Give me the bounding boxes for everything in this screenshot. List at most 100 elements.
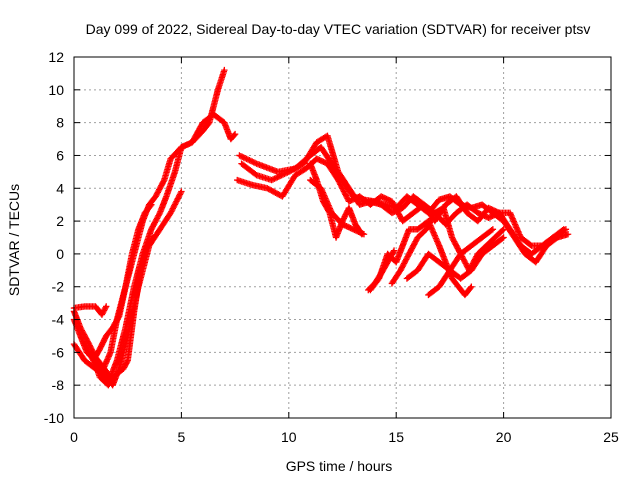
data-point	[500, 234, 507, 241]
axis-ticks	[73, 56, 612, 419]
series-arc-6	[81, 201, 155, 364]
data-point	[176, 191, 184, 198]
x-tick-label: 5	[178, 429, 186, 445]
y-tick-label: 2	[56, 213, 64, 229]
data-point	[564, 231, 572, 238]
data-point	[342, 192, 350, 199]
data-point	[169, 205, 177, 212]
data-point	[177, 189, 184, 197]
series-arc-13	[388, 204, 507, 287]
data-point	[335, 178, 343, 185]
data-point	[390, 247, 398, 254]
data-point	[170, 203, 177, 211]
data-point	[231, 131, 238, 139]
tick-labels: 0 5 10 15 20 25 -10 -8 -6 -4 -2 0 2 4 6 8 10 12	[44, 49, 619, 445]
data-point	[489, 226, 497, 233]
data-point	[176, 192, 183, 200]
data-point	[340, 188, 348, 195]
data-point	[148, 201, 155, 208]
data-point	[123, 358, 131, 366]
data-point	[171, 202, 178, 209]
data-point	[175, 194, 182, 201]
data-point	[272, 174, 280, 182]
y-axis-label: SDTVAR / TECUs	[6, 184, 22, 296]
data-point	[102, 304, 109, 311]
chart-title: Day 099 of 2022, Sidereal Day-to-day VTE…	[86, 21, 591, 37]
data-point	[562, 226, 570, 233]
data-point	[173, 198, 180, 205]
data-point	[221, 66, 228, 74]
y-tick-label: 12	[48, 49, 64, 65]
x-tick-label: 15	[388, 429, 404, 445]
data-point	[172, 199, 179, 207]
data-point	[499, 227, 506, 234]
data-point	[468, 283, 475, 290]
data-point	[271, 175, 278, 182]
series-arc-16	[365, 247, 398, 294]
y-tick-label: 8	[56, 115, 64, 131]
data-point	[340, 186, 347, 194]
data-point	[274, 174, 281, 181]
data-point	[173, 196, 181, 204]
data-point	[150, 234, 157, 241]
data-point	[268, 176, 275, 184]
data-point	[499, 235, 506, 242]
data-point	[279, 171, 287, 178]
data-point	[247, 157, 255, 165]
data-point	[168, 208, 175, 215]
data-points	[70, 66, 572, 389]
data-point	[269, 176, 277, 183]
y-tick-label: 4	[56, 180, 64, 196]
x-tick-label: 10	[281, 429, 297, 445]
data-point	[103, 303, 110, 310]
data-point	[250, 159, 257, 166]
data-point	[282, 170, 290, 177]
y-tick-label: 0	[56, 246, 64, 262]
data-point	[342, 191, 349, 198]
data-point	[147, 202, 154, 210]
y-tick-label: -10	[44, 410, 64, 426]
plot-frame	[73, 56, 612, 419]
data-point	[467, 284, 474, 292]
series-arc-15	[425, 226, 497, 299]
data-point	[178, 188, 185, 195]
x-axis-label: GPS time / hours	[286, 458, 393, 474]
data-point	[275, 173, 282, 180]
data-point	[115, 314, 122, 321]
data-point	[561, 226, 568, 234]
data-point	[237, 152, 245, 160]
data-point	[339, 185, 346, 192]
data-point	[337, 182, 345, 189]
data-point	[149, 235, 156, 242]
y-tick-label: 6	[56, 147, 64, 163]
series-arc-3	[70, 111, 239, 381]
x-tick-label: 25	[603, 429, 619, 445]
data-point	[338, 183, 345, 191]
y-tick-label: 10	[48, 82, 64, 98]
data-point	[167, 209, 174, 217]
data-point	[281, 170, 288, 178]
data-point	[168, 206, 176, 214]
series-arc-14	[403, 234, 507, 282]
data-point	[360, 231, 368, 238]
data-point	[335, 176, 342, 184]
data-point	[341, 189, 348, 197]
data-point	[174, 195, 182, 202]
x-tick-label: 0	[70, 429, 78, 445]
data-point	[390, 248, 397, 256]
y-tick-label: -4	[52, 312, 65, 328]
data-point	[160, 178, 167, 185]
data-point	[251, 159, 259, 167]
data-point	[500, 226, 507, 233]
series-arc-11	[307, 176, 368, 238]
data-point	[249, 158, 256, 165]
data-point	[277, 172, 284, 180]
data-point	[240, 154, 247, 161]
data-point	[337, 181, 344, 188]
data-point	[284, 169, 291, 176]
y-tick-label: -8	[52, 377, 65, 393]
y-tick-label: -2	[52, 279, 65, 295]
